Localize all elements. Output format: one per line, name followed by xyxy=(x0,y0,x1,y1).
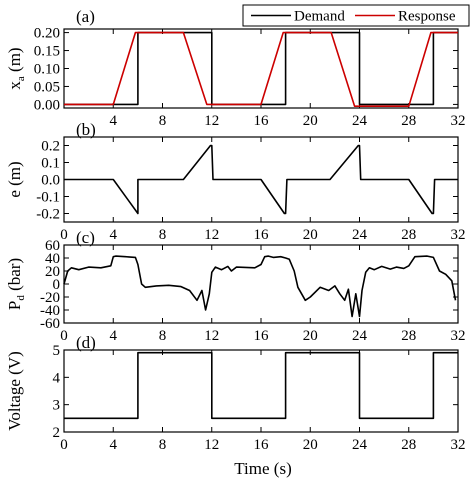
y-tick-label: -0.2 xyxy=(36,207,60,223)
x-tick-label: 8 xyxy=(159,328,167,344)
y-tick-label: 0.2 xyxy=(41,139,60,155)
x-tick-label: 16 xyxy=(254,227,270,243)
x-tick-label: 24 xyxy=(352,113,368,129)
panel-label: (c) xyxy=(76,228,95,247)
x-tick-label: 16 xyxy=(254,113,270,129)
x-tick-label: 20 xyxy=(303,328,318,344)
y-axis-title: Pd (bar) xyxy=(5,258,27,310)
x-tick-label: 32 xyxy=(451,113,466,129)
series-pressure-line xyxy=(63,255,457,318)
y-tick-label: 0.20 xyxy=(34,26,60,42)
panel-label: (d) xyxy=(76,333,96,352)
y-tick-label: 0.0 xyxy=(41,173,60,189)
x-tick-label: 4 xyxy=(110,328,118,344)
y-tick-label: 40 xyxy=(45,251,60,267)
y-tick-label: -60 xyxy=(40,316,60,332)
y-tick-label: 60 xyxy=(45,238,60,254)
x-tick-label: 28 xyxy=(401,113,416,129)
panels: 4 8 12 16 20 24 28 320.000.050.100.150.20(a)xa … xyxy=(5,7,466,453)
plot-frame xyxy=(63,349,459,433)
x-tick-label: 0 xyxy=(60,328,68,344)
x-tick-label: 12 xyxy=(204,113,219,129)
x-tick-label: 24 xyxy=(352,328,368,344)
x-tick-label: 8 xyxy=(159,113,167,129)
y-tick-label: 0.00 xyxy=(34,97,60,113)
y-tick-label: 0 xyxy=(53,277,61,293)
series-voltage-line xyxy=(64,351,458,420)
x-tick-label: 24 xyxy=(352,437,368,453)
x-tick-label: 20 xyxy=(303,227,318,243)
y-tick-label: 0.15 xyxy=(34,44,60,60)
x-tick-label: 8 xyxy=(159,227,167,243)
panel-label: (b) xyxy=(76,120,96,139)
y-tick-label: 0.10 xyxy=(34,62,60,78)
y-tick-label: -0.1 xyxy=(36,190,60,206)
panel-label: (a) xyxy=(76,7,95,26)
y-tick-label: -20 xyxy=(40,290,60,306)
x-tick-label: 16 xyxy=(254,437,270,453)
x-tick-label: 16 xyxy=(254,328,270,344)
plot-frame xyxy=(63,28,459,109)
x-tick-label: 24 xyxy=(352,227,368,243)
x-tick-label: 28 xyxy=(401,437,416,453)
y-tick-label: 20 xyxy=(45,264,60,280)
panel-b: 0 4 8 12 16 20 24 28 32 0.20.10.0-0.1-0.2 (b) e (m) xyxy=(5,120,466,243)
x-axis-title: Time (s) xyxy=(234,459,291,478)
x-tick-label: 20 xyxy=(303,113,318,129)
x-tick-label: 12 xyxy=(204,227,219,243)
x-tick-label: 20 xyxy=(303,437,318,453)
legend-response-label: Response xyxy=(398,9,456,25)
y-axis-title: xa (m) xyxy=(5,47,27,89)
x-tick-label: 4 xyxy=(110,227,118,243)
x-tick-label: 12 xyxy=(204,437,219,453)
x-tick-label: 0 xyxy=(60,227,68,243)
y-tick-label: 5 xyxy=(53,343,61,359)
y-tick-label: 0.1 xyxy=(41,156,60,172)
x-tick-label: 32 xyxy=(451,437,466,453)
y-tick-label: 0.05 xyxy=(34,79,60,95)
y-tick-label: -40 xyxy=(40,303,60,319)
x-tick-label: 8 xyxy=(159,437,167,453)
y-axis-title: Voltage (V) xyxy=(5,351,24,430)
x-tick-label: 28 xyxy=(401,227,416,243)
x-tick-label: 32 xyxy=(451,328,466,344)
x-tick-label: 0 xyxy=(60,437,68,453)
x-tick-label: 32 xyxy=(451,227,466,243)
series-error-line xyxy=(64,144,458,215)
x-tick-label: 12 xyxy=(204,328,219,344)
series-response-line xyxy=(64,31,458,107)
x-tick-label: 4 xyxy=(110,437,118,453)
y-tick-label: 4 xyxy=(53,370,61,386)
y-tick-label: 3 xyxy=(53,398,61,414)
legend: Demand Response xyxy=(242,4,470,27)
series-demand-line xyxy=(64,31,458,106)
panel-a: 4 8 12 16 20 24 28 32 0.00 0.050.10 0.15 0.20 (a) xa … xyxy=(5,7,466,129)
y-tick-label: 2 xyxy=(53,425,61,441)
legend-demand-label: Demand xyxy=(294,9,345,25)
y-axis-title: e (m) xyxy=(5,161,24,197)
x-tick-label: 4 xyxy=(110,113,118,129)
x-tick-label: 28 xyxy=(401,328,416,344)
